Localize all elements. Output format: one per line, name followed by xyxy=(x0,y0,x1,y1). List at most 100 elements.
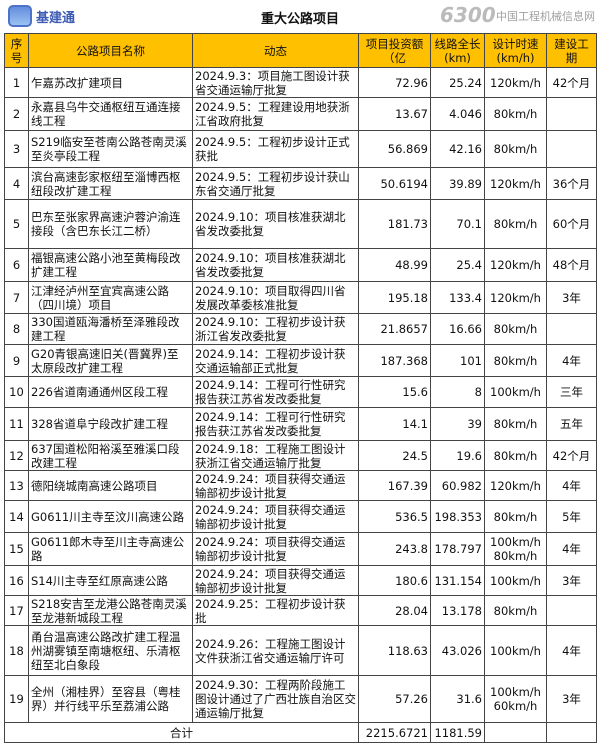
cell-speed: 100km/h 80km/h xyxy=(484,532,547,566)
cell-period xyxy=(546,595,597,626)
cell-speed: 80km/h xyxy=(484,344,547,377)
cell-investment: 72.96 xyxy=(358,67,431,98)
cell-length: 8 xyxy=(430,376,485,408)
cell-seq: 11 xyxy=(4,407,29,441)
cell-name: 永嘉县乌牛交通枢纽互通连接线工程 xyxy=(28,97,193,131)
total-investment: 2215.6721 xyxy=(358,722,431,743)
cell-seq: 4 xyxy=(4,167,29,200)
cell-investment: 180.6 xyxy=(358,565,431,596)
cell-name: 226省道南通通州区段工程 xyxy=(28,376,193,408)
cell-status: 2024.9.18：工程施工图设计获浙江省交通运输厅批复 xyxy=(192,440,359,471)
table-row: 17 S218安吉至龙港公路苍南灵溪至龙港新城段工程 2024.9.25：工程初步设… xyxy=(4,595,597,626)
header-speed: 设计时速(km/h) xyxy=(484,33,547,68)
cell-length: 43.026 xyxy=(430,625,485,676)
total-speed-empty xyxy=(484,722,547,743)
cell-length: 39 xyxy=(430,407,485,441)
table-row: 8 330国道瓯海潘桥至泽雅段改建工程 2024.9.10：工程初步设计获浙江省发改… xyxy=(4,313,597,345)
cell-status: 2024.9.14：工程可行性研究报告获江苏省发改委批复 xyxy=(192,407,359,441)
cell-seq: 12 xyxy=(4,440,29,471)
jijiantong-text: 基建通 xyxy=(36,10,76,26)
cell-seq: 14 xyxy=(4,500,29,533)
cell-period: 42个月 xyxy=(546,440,597,471)
cell-status: 2024.9.24：项目获得交通运输部初步设计批复 xyxy=(192,565,359,596)
cell-speed: 80km/h xyxy=(484,313,547,345)
table-row: 5 巴东至张家界高速沪蓉沪渝连接段（含巴东长江二桥） 2024.9.10：项目核准获… xyxy=(4,199,597,249)
cell-status: 2024.9.14：工程可行性研究报告获江苏省发改委批复 xyxy=(192,376,359,408)
cell-investment: 21.8657 xyxy=(358,313,431,345)
cell-status: 2024.9.14：工程初步设计获交通运输部正式批复 xyxy=(192,344,359,377)
cell-speed: 120km/h xyxy=(484,281,547,314)
cell-name: 全州（湘桂界）至容县（粤桂界）并行线平乐至荔浦公路 xyxy=(28,675,193,723)
total-period-empty xyxy=(546,722,597,743)
cell-status: 2024.9.24：项目获得交通运输部初步设计批复 xyxy=(192,470,359,501)
cell-seq: 16 xyxy=(4,565,29,596)
cell-length: 19.6 xyxy=(430,440,485,471)
cell-name: G0611郎木寺至川主寺高速公路 xyxy=(28,532,193,566)
table-row: 18 甬台温高速公路改扩建工程温州湖雾镇至南塘枢纽、乐清枢纽至北白象段 2024.9… xyxy=(4,625,597,676)
header-row: 序号 公路项目名称 动态 项目投资额（亿 线路全长(km) 设计时速(km/h)… xyxy=(4,33,597,68)
cell-period: 60个月 xyxy=(546,199,597,249)
cell-status: 2024.9.5：工程初步设计正式获批 xyxy=(192,130,359,168)
cell-investment: 57.26 xyxy=(358,675,431,723)
cell-seq: 2 xyxy=(4,97,29,131)
cell-period: 4年 xyxy=(546,470,597,501)
cell-period: 三年 xyxy=(546,376,597,408)
cell-speed: 80km/h xyxy=(484,595,547,626)
cell-investment: 24.5 xyxy=(358,440,431,471)
table-row: 16 S14川主寺至红原高速公路 2024.9.24：项目获得交通运输部初步设计批复… xyxy=(4,565,597,596)
cell-investment: 167.39 xyxy=(358,470,431,501)
header-length: 线路全长(km) xyxy=(430,33,485,68)
cell-investment: 48.99 xyxy=(358,248,431,282)
cell-name: 巴东至张家界高速沪蓉沪渝连接段（含巴东长江二桥） xyxy=(28,199,193,249)
table-row: 2 永嘉县乌牛交通枢纽互通连接线工程 2024.9.5：工程建设用地获浙江省政府批复… xyxy=(4,97,597,131)
cell-investment: 118.63 xyxy=(358,625,431,676)
site-watermark-name: 中国工程机械信息网 xyxy=(496,10,595,23)
header-investment: 项目投资额（亿 xyxy=(358,33,431,68)
cell-name: 328省道阜宁段改扩建工程 xyxy=(28,407,193,441)
cell-name: 福银高速公路小池至黄梅段改扩建工程 xyxy=(28,248,193,282)
site-watermark-number: 6300 xyxy=(440,3,496,27)
cell-period: 4年 xyxy=(546,625,597,676)
jijiantong-logo-icon xyxy=(8,5,32,27)
table-row: 6 福银高速公路小池至黄梅段改扩建工程 2024.9.10：项目核准获湖北省发改委批… xyxy=(4,248,597,282)
cell-status: 2024.9.24：项目获得交通运输部初步设计批复 xyxy=(192,500,359,533)
cell-name: 江津经泸州至宜宾高速公路（四川境）项目 xyxy=(28,281,193,314)
cell-speed: 120km/h xyxy=(484,248,547,282)
cell-length: 31.6 xyxy=(430,675,485,723)
cell-seq: 5 xyxy=(4,199,29,249)
cell-name: S14川主寺至红原高速公路 xyxy=(28,565,193,596)
cell-seq: 1 xyxy=(4,67,29,98)
cell-speed: 80km/h xyxy=(484,130,547,168)
cell-seq: 15 xyxy=(4,532,29,566)
cell-length: 101 xyxy=(430,344,485,377)
header-status: 动态 xyxy=(192,33,359,68)
cell-length: 198.353 xyxy=(430,500,485,533)
cell-length: 39.89 xyxy=(430,167,485,200)
cell-investment: 181.73 xyxy=(358,199,431,249)
cell-status: 2024.9.5：工程初步设计获山东省交通厅批复 xyxy=(192,167,359,200)
cell-length: 133.4 xyxy=(430,281,485,314)
cell-speed: 100km/h xyxy=(484,625,547,676)
cell-seq: 7 xyxy=(4,281,29,314)
cell-status: 2024.9.10：项目核准获湖北省发改委批复 xyxy=(192,248,359,282)
cell-speed: 100km/h xyxy=(484,376,547,408)
cell-period: 4年 xyxy=(546,532,597,566)
cell-investment: 13.67 xyxy=(358,97,431,131)
cell-status: 2024.9.24：项目获得交通运输部初步设计批复 xyxy=(192,532,359,566)
table-row: 10 226省道南通通州区段工程 2024.9.14：工程可行性研究报告获江苏省发改… xyxy=(4,376,597,408)
cell-name: 330国道瓯海潘桥至泽雅段改建工程 xyxy=(28,313,193,345)
cell-name: 滨台高速彭家枢纽至淄博西枢纽段改扩建工程 xyxy=(28,167,193,200)
cell-speed: 80km/h xyxy=(484,440,547,471)
cell-investment: 50.6194 xyxy=(358,167,431,200)
cell-status: 2024.9.3：项目施工图设计获省交通运输厅批复 xyxy=(192,67,359,98)
table-row: 1 乍嘉苏改扩建项目 2024.9.3：项目施工图设计获省交通运输厅批复 72.96 2… xyxy=(4,67,597,98)
projects-table: 序号 公路项目名称 动态 项目投资额（亿 线路全长(km) 设计时速(km/h)… xyxy=(4,33,597,743)
cell-period: 48个月 xyxy=(546,248,597,282)
cell-speed: 100km/h 60km/h xyxy=(484,675,547,723)
cell-period: 36个月 xyxy=(546,167,597,200)
table-row: 4 滨台高速彭家枢纽至淄博西枢纽段改扩建工程 2024.9.5：工程初步设计获山东省… xyxy=(4,167,597,200)
cell-name: G0611川主寺至汶川高速公路 xyxy=(28,500,193,533)
cell-name: 637国道松阳裕溪至雅溪口段改建工程 xyxy=(28,440,193,471)
cell-seq: 18 xyxy=(4,625,29,676)
cell-status: 2024.9.30：工程两阶段施工图设计通过了广西壮族自治区交通运输厅批复 xyxy=(192,675,359,723)
